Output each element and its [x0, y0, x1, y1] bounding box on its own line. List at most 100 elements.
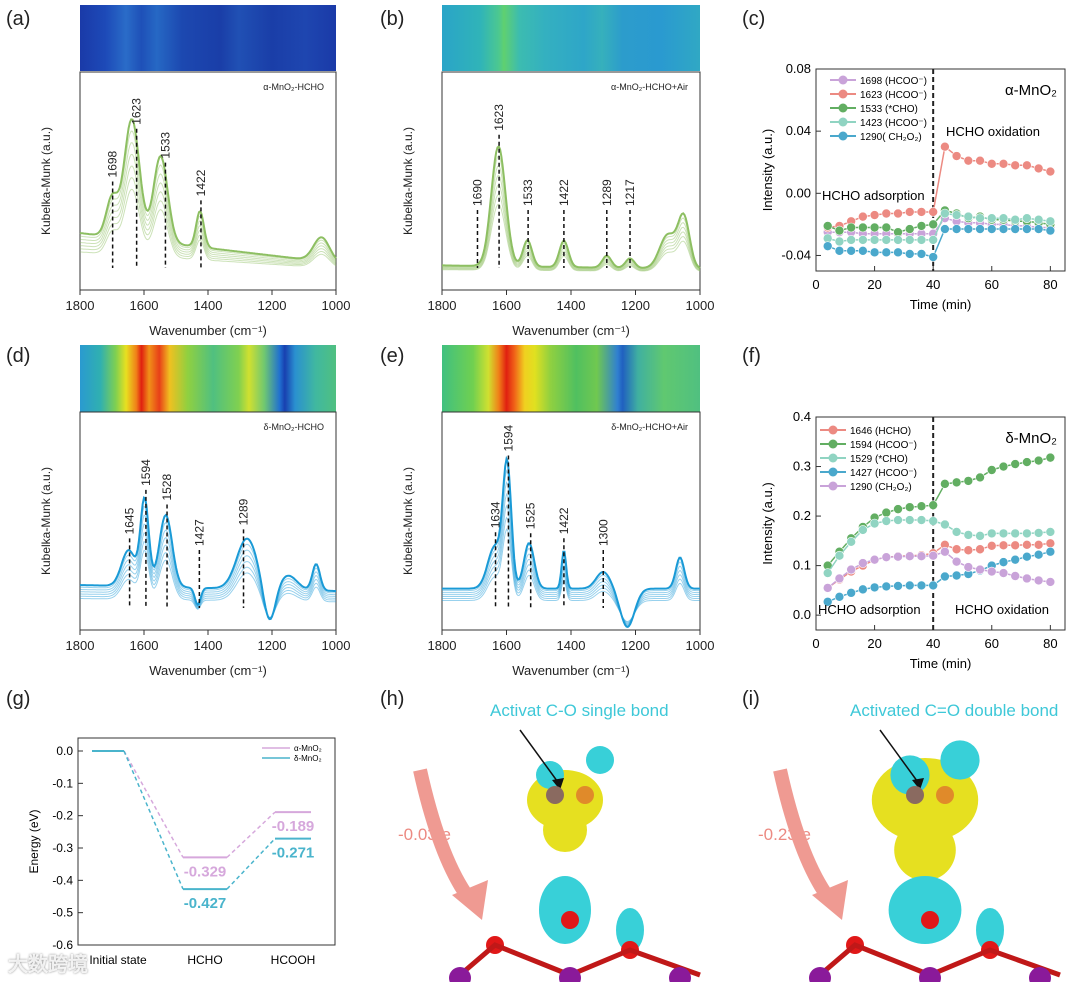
heatmap-e	[442, 345, 700, 412]
data-point	[940, 479, 950, 489]
spectrum-curve	[442, 516, 700, 623]
legend-label: 1646 (HCHO)	[850, 426, 911, 437]
x-tick-label: HCHO	[187, 953, 222, 967]
data-point	[1033, 549, 1044, 560]
data-point	[904, 551, 915, 561]
legend-label: 1623 (HCOO⁻)	[860, 90, 927, 101]
data-point	[916, 207, 927, 217]
x-tick-label: 1400	[557, 298, 586, 313]
heatmap-a	[80, 5, 336, 71]
x-tick-label: 1600	[130, 638, 159, 653]
spectrum-curve	[442, 193, 701, 272]
x-tick-label: 1800	[428, 298, 457, 313]
energy-value-label: -0.427	[184, 895, 227, 912]
spectrum-curve	[80, 541, 336, 619]
energy-connector	[123, 750, 184, 858]
data-point	[940, 546, 950, 557]
data-point	[1033, 575, 1044, 586]
y-tick-label: 0.00	[786, 185, 811, 200]
data-point	[975, 224, 985, 234]
atom	[576, 786, 594, 804]
peak-label: 1594	[139, 459, 153, 486]
x-axis-label: Time (min)	[910, 656, 972, 671]
data-point	[869, 554, 880, 565]
data-point	[928, 516, 938, 526]
data-point	[986, 540, 997, 551]
spectrum-curve	[442, 203, 701, 272]
data-point	[893, 235, 903, 245]
data-point	[975, 155, 985, 166]
y-tick-label: -0.3	[52, 841, 73, 855]
yellow-isosurface	[894, 819, 956, 881]
legend-label: 1290( CH₂O₂)	[860, 132, 922, 143]
spectrum-title: δ-MnO₂-HCHO	[264, 422, 325, 432]
plot-frame	[815, 416, 1066, 631]
x-tick-label: 1600	[492, 298, 521, 313]
data-point	[916, 580, 927, 591]
peak-label: 1690	[470, 179, 484, 206]
peak-label: 1427	[192, 519, 206, 546]
spectrum-curve	[79, 130, 337, 260]
x-tick-label: 1000	[322, 638, 351, 653]
y-tick-label: 0.0	[793, 607, 811, 622]
peak-label: 1594	[501, 424, 515, 451]
panel-label-i: (i)	[742, 688, 760, 710]
y-tick-label: -0.04	[781, 247, 811, 262]
charge-arrow-head	[812, 880, 848, 920]
data-point	[998, 557, 1009, 567]
mn-atom	[559, 967, 581, 982]
data-point	[916, 249, 927, 259]
data-point	[986, 224, 997, 234]
data-point	[1045, 546, 1056, 557]
energy-value-label: -0.271	[272, 845, 315, 862]
x-tick-label: Initial state	[89, 953, 147, 967]
data-point	[998, 158, 1009, 169]
pointer-arrow	[519, 729, 561, 786]
legend-label: 1423 (HCOO⁻)	[860, 118, 927, 129]
legend-label: 1290 (CH₂O₂)	[850, 482, 912, 493]
x-tick-label: 60	[985, 277, 999, 292]
data-point	[1022, 528, 1032, 539]
data-point	[986, 528, 997, 539]
x-axis-label: Wavenumber (cm⁻¹)	[149, 323, 267, 338]
x-tick-label: 1400	[194, 298, 223, 313]
data-point	[1045, 225, 1056, 236]
data-point	[975, 213, 985, 223]
x-tick-label: 1800	[428, 638, 457, 653]
data-point	[963, 545, 974, 556]
legend-marker	[828, 467, 838, 477]
spectrum-curve	[442, 481, 700, 626]
legend-marker	[828, 453, 838, 463]
data-point	[846, 235, 856, 245]
y-tick-label: -0.2	[52, 809, 73, 823]
annotation-oxidation: HCHO oxidation	[946, 124, 1040, 139]
x-tick-label: 80	[1043, 277, 1057, 292]
plot-frame	[77, 737, 336, 946]
y-tick-label: -0.4	[52, 873, 73, 887]
cyan-isosurface	[976, 908, 1004, 952]
legend-label: δ-MnO₂	[294, 754, 322, 763]
data-point	[1033, 214, 1044, 225]
data-point	[858, 211, 868, 222]
data-point	[834, 225, 845, 236]
data-point	[1033, 163, 1044, 174]
data-point	[975, 472, 985, 483]
data-point	[869, 222, 880, 233]
y-axis-label: Kubelka-Munk (a.u.)	[401, 467, 415, 575]
peak-label: 1623	[492, 104, 506, 131]
peak-label: 1217	[623, 179, 637, 206]
x-axis-label: Wavenumber (cm⁻¹)	[149, 663, 267, 678]
data-point	[822, 221, 833, 231]
data-point	[858, 584, 868, 595]
spectrum-curve	[79, 165, 337, 264]
energy-connector	[123, 750, 184, 890]
data-point	[951, 570, 962, 581]
cyan-isosurface	[940, 740, 980, 780]
atom	[906, 786, 924, 804]
data-point	[893, 581, 903, 591]
x-tick-label: 80	[1043, 636, 1057, 651]
data-point	[869, 518, 880, 529]
panel-label-a: (a)	[6, 8, 31, 30]
data-point	[834, 573, 845, 584]
